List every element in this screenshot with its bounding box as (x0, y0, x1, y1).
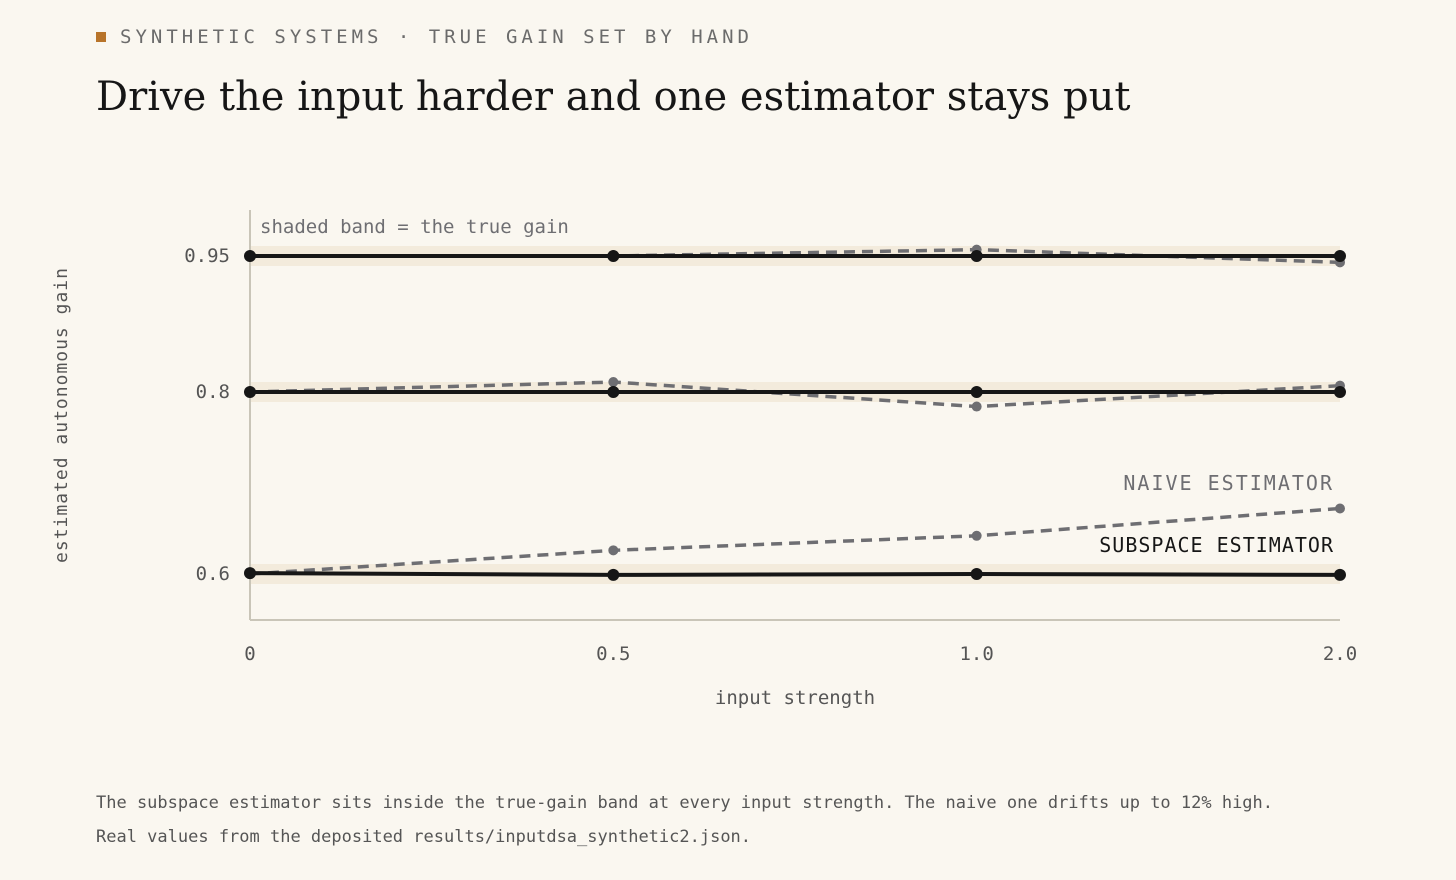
subspace-point (244, 250, 256, 262)
y-axis-label: estimated autonomous gain (51, 267, 72, 563)
subspace-line (249, 571, 1340, 577)
subspace-series (244, 250, 1346, 581)
subspace-point (244, 567, 256, 580)
subspace-series-label: SUBSPACE ESTIMATOR (1099, 533, 1334, 557)
naive-line (249, 506, 1341, 576)
eyebrow: SYNTHETIC SYSTEMS · TRUE GAIN SET BY HAN… (96, 26, 753, 48)
x-tick-label: 2.0 (1323, 643, 1357, 665)
y-tick-label: 0.8 (196, 381, 230, 403)
x-tick-labels: 0 0.5 1.0 2.0 (244, 643, 1357, 665)
page-title: Drive the input harder and one estimator… (96, 74, 1131, 120)
y-tick-label: 0.6 (196, 563, 230, 585)
subspace-point (1333, 250, 1346, 262)
subspace-point (970, 386, 983, 398)
naive-series (245, 244, 1345, 579)
chart-axes (249, 210, 1340, 621)
subspace-point (1333, 386, 1346, 398)
eyebrow-marker (96, 32, 106, 42)
subspace-point (970, 250, 983, 262)
subspace-point (607, 568, 620, 581)
naive-series-label: NAIVE ESTIMATOR (1123, 471, 1334, 495)
y-tick-labels: 0.6 0.8 0.95 (184, 245, 230, 585)
naive-line (249, 380, 1341, 409)
naive-point (1334, 503, 1345, 514)
chart-caption: The subspace estimator sits inside the t… (96, 786, 1376, 854)
subspace-point (970, 568, 983, 580)
x-axis-label: input strength (715, 687, 875, 709)
band-note: shaded band = the true gain (260, 216, 569, 238)
subspace-point (607, 250, 620, 262)
caption-line-2: Real values from the deposited results/i… (96, 827, 752, 847)
eyebrow-label: SYNTHETIC SYSTEMS · TRUE GAIN SET BY HAN… (120, 26, 753, 48)
subspace-point (244, 386, 256, 398)
subspace-point (1333, 568, 1346, 581)
naive-point (608, 545, 619, 556)
naive-point (971, 530, 982, 541)
x-tick-label: 0 (244, 643, 255, 665)
caption-line-1: The subspace estimator sits inside the t… (96, 793, 1274, 813)
y-tick-label: 0.95 (184, 245, 230, 267)
x-tick-label: 1.0 (959, 643, 993, 665)
x-tick-label: 0.5 (596, 643, 630, 665)
subspace-point (607, 386, 620, 398)
naive-point (971, 401, 982, 412)
chart: 0.6 0.8 0.95 0 0.5 1.0 2.0 shaded band = the … (51, 210, 1357, 709)
naive-point (608, 377, 619, 388)
